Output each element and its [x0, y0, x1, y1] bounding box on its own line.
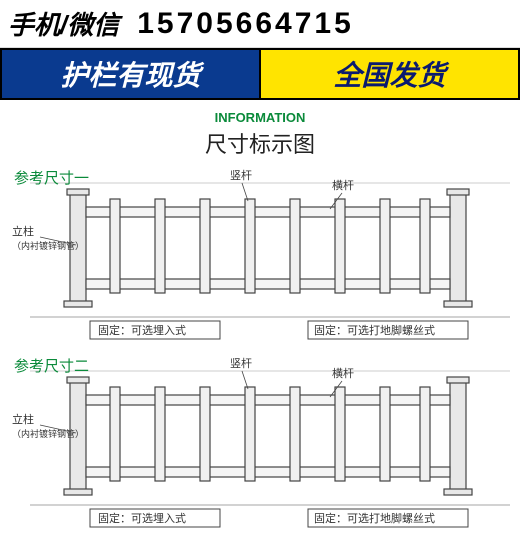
fix-right-1: 固定：可选打地脚螺丝式 [314, 323, 435, 337]
post-label-2: 立柱 [12, 412, 34, 426]
post-sub: （内衬镀锌钢管） [12, 240, 84, 251]
fix-left-2: 固定：可选埋入式 [98, 511, 186, 525]
fence-svg-1: 立柱 （内衬镀锌钢管） 竖杆 横杆 固定：可选埋入式 固定：可选打地脚螺丝式 [10, 167, 510, 347]
contact-number: 15705664715 [137, 7, 354, 41]
info-en: INFORMATION [10, 110, 510, 125]
fence-svg-2: 立柱 （内衬镀锌钢管） 竖杆 横杆 固定：可选埋入式 固定：可选打地脚螺丝式 [10, 355, 510, 535]
content-area: INFORMATION 尺寸标示图 参考尺寸一 [0, 100, 520, 535]
vbar-label-2: 竖杆 [230, 356, 252, 370]
diagram-1: 参考尺寸一 [10, 167, 510, 347]
header-bar: 手机/微信 15705664715 [0, 0, 520, 48]
contact-label: 手机/微信 [8, 5, 119, 42]
fix-right-2: 固定：可选打地脚螺丝式 [314, 511, 435, 525]
fix-left-1: 固定：可选埋入式 [98, 323, 186, 337]
hbar-label-2: 横杆 [332, 366, 354, 380]
ref-label-1: 参考尺寸一 [14, 167, 89, 188]
ref-label-2: 参考尺寸二 [14, 355, 89, 376]
post-label: 立柱 [12, 224, 34, 238]
banner-left-text: 护栏有现货 [60, 54, 200, 94]
promo-banner: 护栏有现货 全国发货 [0, 48, 520, 100]
banner-right: 全国发货 [261, 48, 520, 100]
title-zh: 尺寸标示图 [10, 127, 510, 159]
banner-right-text: 全国发货 [333, 54, 445, 94]
hbar-label: 横杆 [332, 178, 354, 192]
vbar-label: 竖杆 [230, 168, 252, 182]
banner-left: 护栏有现货 [0, 48, 261, 100]
diagram-2: 参考尺寸二 [10, 355, 510, 535]
post-sub-2: （内衬镀锌钢管） [12, 428, 84, 439]
